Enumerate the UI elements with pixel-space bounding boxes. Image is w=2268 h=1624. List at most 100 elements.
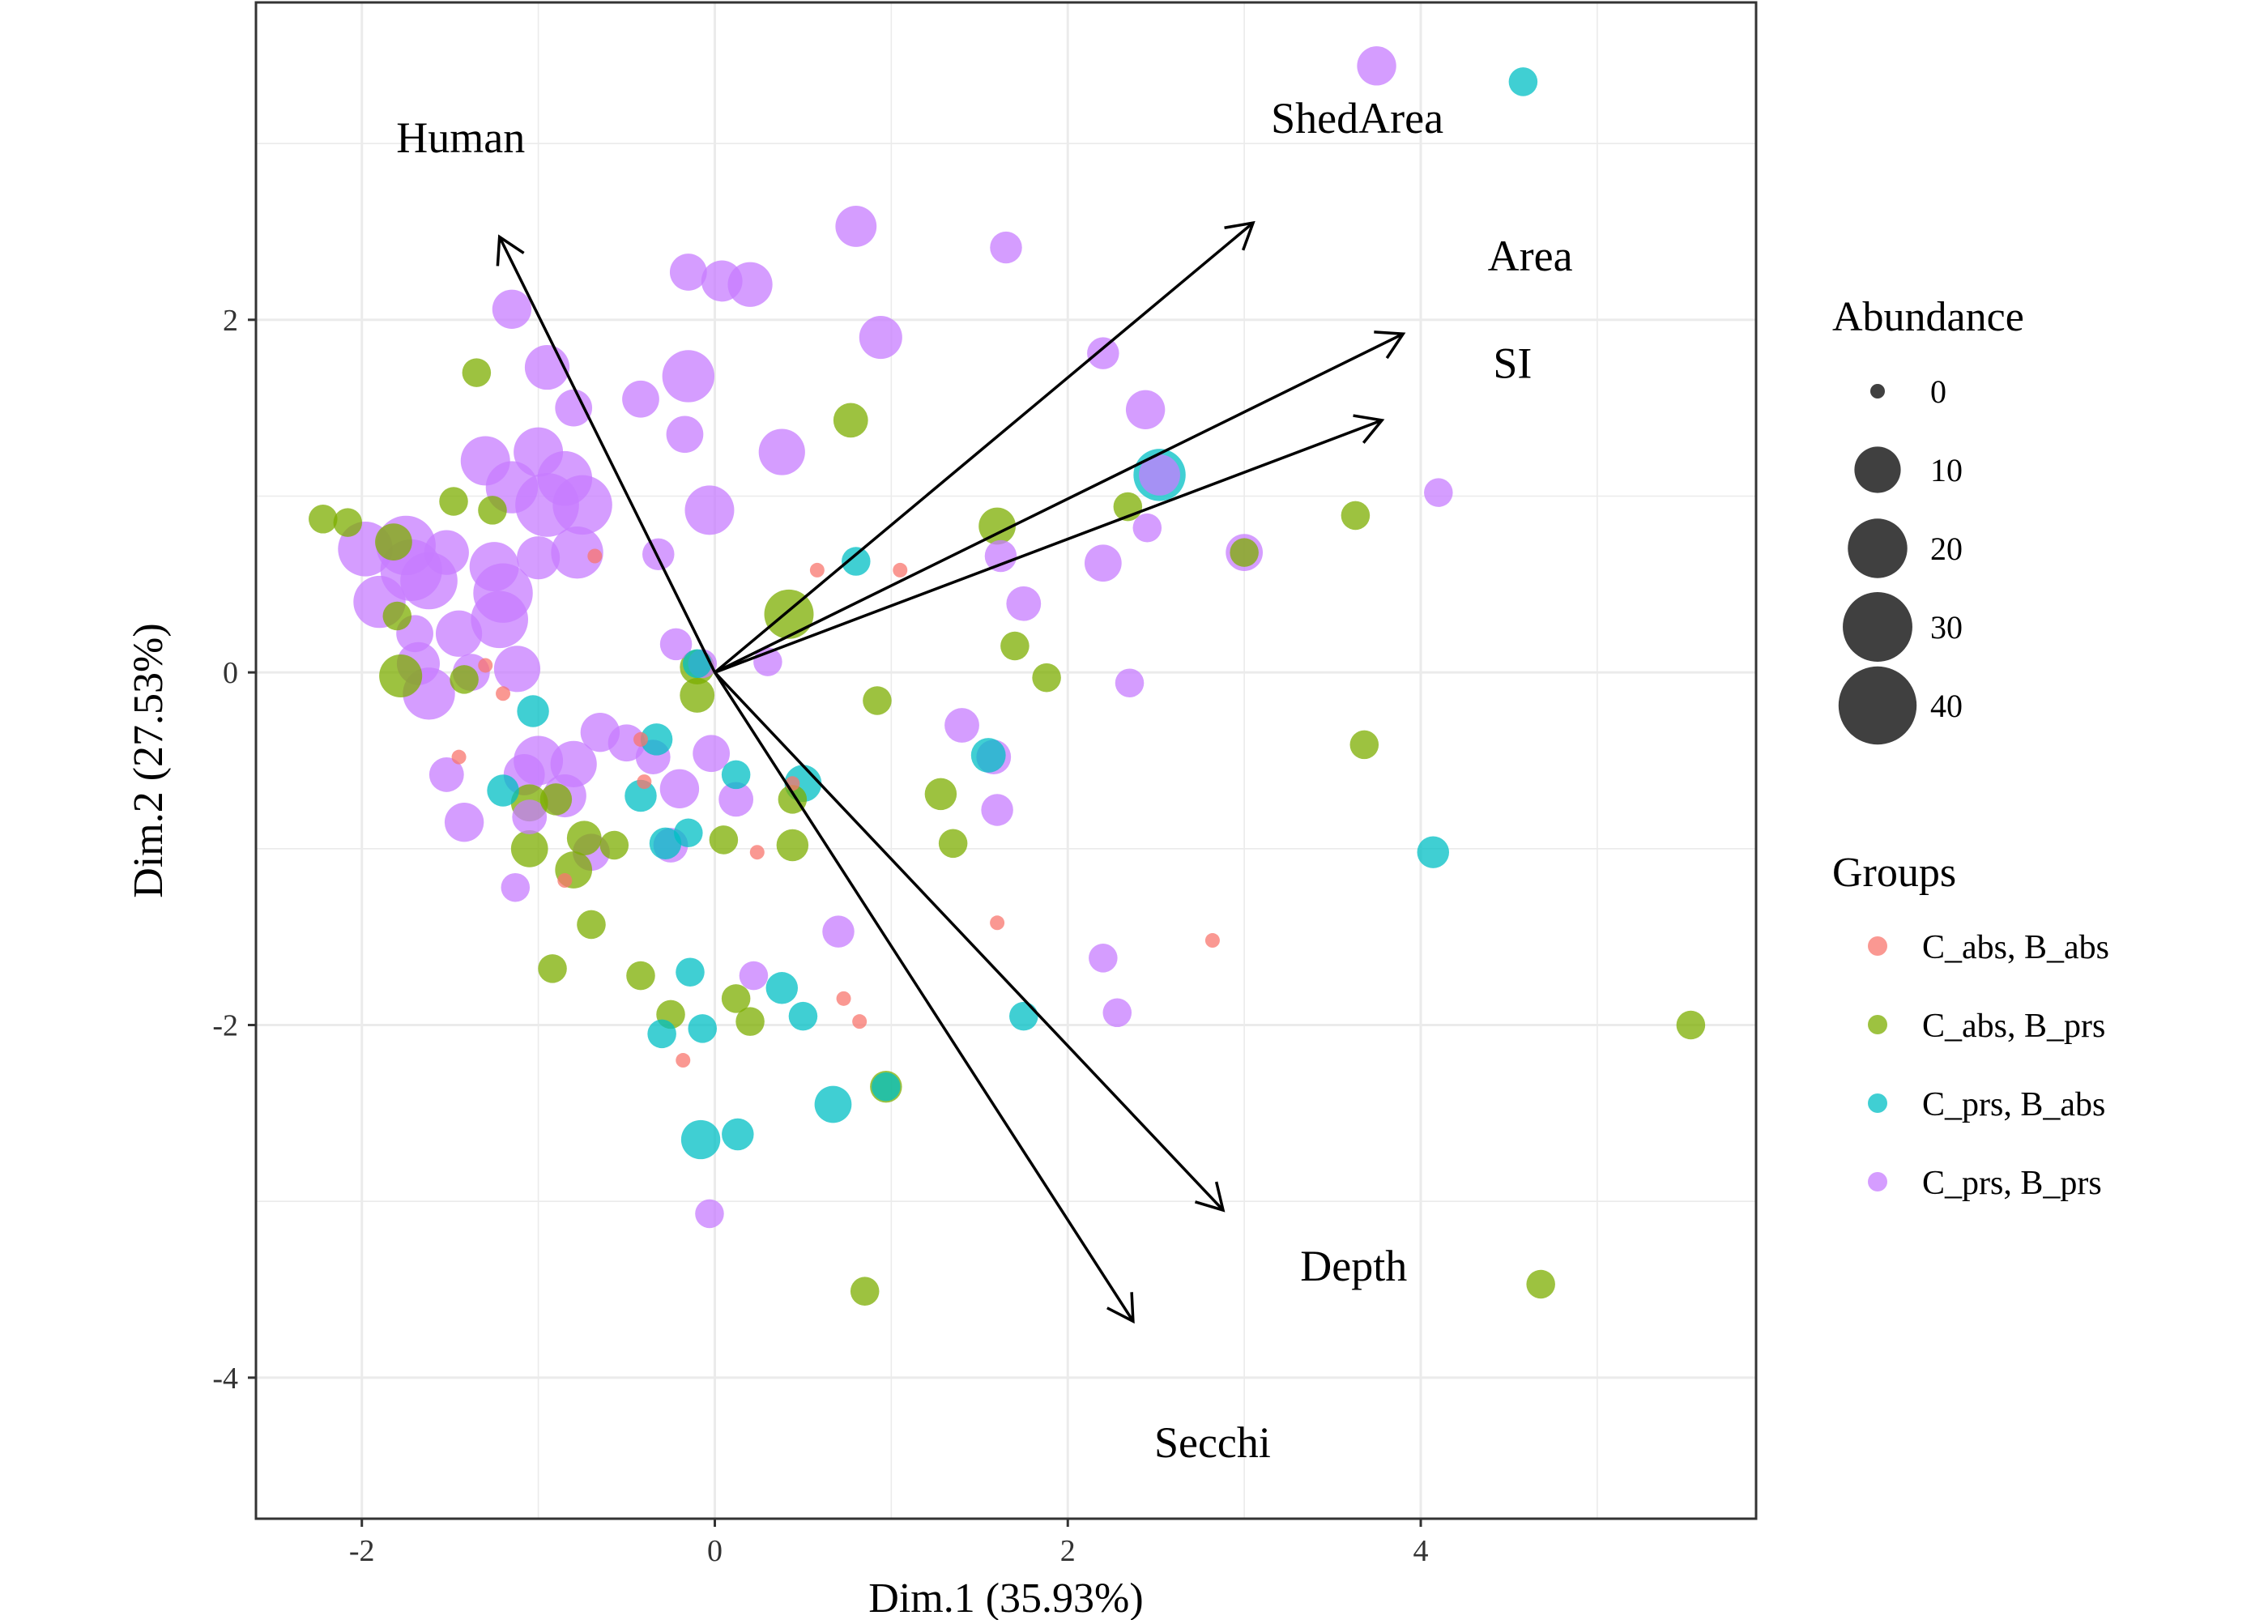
data-point (625, 779, 657, 812)
vector-si-line (714, 419, 1383, 674)
data-point (1132, 513, 1162, 543)
data-point (701, 260, 743, 302)
data-point (382, 601, 412, 631)
data-point (1125, 390, 1166, 430)
data-point (758, 428, 805, 475)
color-legend-label: C_abs, B_abs (1922, 929, 2109, 966)
size-legend-label: 40 (1930, 688, 1963, 724)
data-point (517, 695, 549, 727)
color-legend-title: Groups (1832, 850, 1956, 896)
data-point (776, 829, 809, 862)
data-point (462, 358, 492, 387)
data-point (680, 1119, 721, 1160)
x-tick-label: 2 (1060, 1534, 1076, 1568)
data-point (722, 1118, 754, 1151)
color-legend-key (1868, 936, 1887, 956)
data-point (1006, 586, 1042, 621)
color-legend-items: C_abs, B_abs C_abs, B_prs C_prs, B_abs C_pr… (1868, 929, 2109, 1202)
data-point (514, 427, 564, 477)
data-point (852, 1014, 868, 1029)
data-point (695, 1199, 724, 1229)
data-point (626, 961, 655, 991)
data-point (1204, 933, 1220, 948)
vectors-layer: Human ShedArea Area SI Depth Secchi (396, 94, 1572, 1467)
size-legend-label: 30 (1930, 609, 1963, 646)
vector-depth-line (714, 671, 1225, 1212)
data-point (608, 724, 646, 762)
data-point (450, 665, 479, 694)
data-point (814, 1085, 852, 1123)
data-point (978, 507, 1016, 545)
vector-si-label: SI (1493, 339, 1532, 388)
data-point (688, 1014, 718, 1043)
data-point (1417, 836, 1450, 868)
data-point (587, 548, 603, 564)
x-axis-title: Dim.1 (35.93%) (868, 1575, 1143, 1620)
plot-panel-border (254, 1, 1758, 1520)
data-point (551, 526, 603, 579)
color-legend-key (1868, 1093, 1887, 1113)
data-point (469, 542, 519, 592)
data-point (493, 646, 541, 693)
data-point (492, 289, 532, 329)
size-legend-items: 0 10 20 30 40 (1838, 373, 1963, 745)
x-tick-label: 4 (1413, 1534, 1429, 1568)
x-tick-label: -2 (349, 1534, 375, 1568)
data-point (809, 562, 825, 578)
data-point (1009, 1001, 1038, 1031)
data-point (375, 523, 412, 561)
vector-human-line (498, 236, 717, 673)
data-point (859, 316, 902, 360)
data-point (676, 1053, 691, 1068)
vector-area-arrowhead (1374, 330, 1406, 360)
vector-shedarea-arrowhead (1224, 220, 1256, 251)
data-point (640, 723, 673, 756)
data-point (1424, 478, 1453, 507)
data-point (684, 485, 735, 535)
data-point (428, 757, 464, 792)
data-point (1089, 944, 1118, 973)
x-tick-label: 0 (707, 1534, 723, 1568)
size-legend-key (1838, 666, 1917, 745)
data-point (538, 954, 567, 983)
data-point (674, 818, 703, 848)
data-point (1000, 631, 1030, 661)
data-point (981, 794, 1013, 826)
size-legend-key (1854, 446, 1901, 493)
data-point (893, 562, 908, 578)
data-point (682, 649, 712, 679)
size-legend-label: 20 (1930, 531, 1963, 567)
vector-area-label: Area (1488, 232, 1573, 280)
vector-depth-label: Depth (1300, 1242, 1407, 1290)
data-point (566, 821, 602, 856)
data-point (749, 845, 765, 860)
data-point (944, 708, 979, 743)
y-tick-label: 0 (223, 656, 238, 690)
data-point (379, 654, 423, 698)
data-point (309, 505, 338, 534)
data-point (739, 961, 769, 991)
size-legend-title: Abundance (1832, 294, 2024, 340)
data-point (1084, 544, 1122, 582)
size-legend-key (1843, 592, 1912, 662)
color-legend-key (1868, 1172, 1887, 1191)
vector-secchi-line (714, 671, 1135, 1323)
data-point (1115, 668, 1145, 697)
size-legend-label: 10 (1930, 452, 1963, 488)
y-tick-label: 2 (223, 304, 238, 338)
data-point (938, 829, 968, 859)
data-point (721, 760, 751, 790)
data-point (478, 496, 507, 525)
data-point (666, 416, 704, 454)
data-point (424, 530, 469, 575)
data-point (510, 829, 548, 867)
color-legend-label: C_prs, B_abs (1922, 1086, 2105, 1123)
data-point (557, 873, 573, 889)
data-point (970, 738, 1006, 773)
data-point (924, 778, 957, 811)
data-point (835, 206, 877, 247)
data-point (496, 686, 511, 701)
data-point (842, 547, 871, 576)
